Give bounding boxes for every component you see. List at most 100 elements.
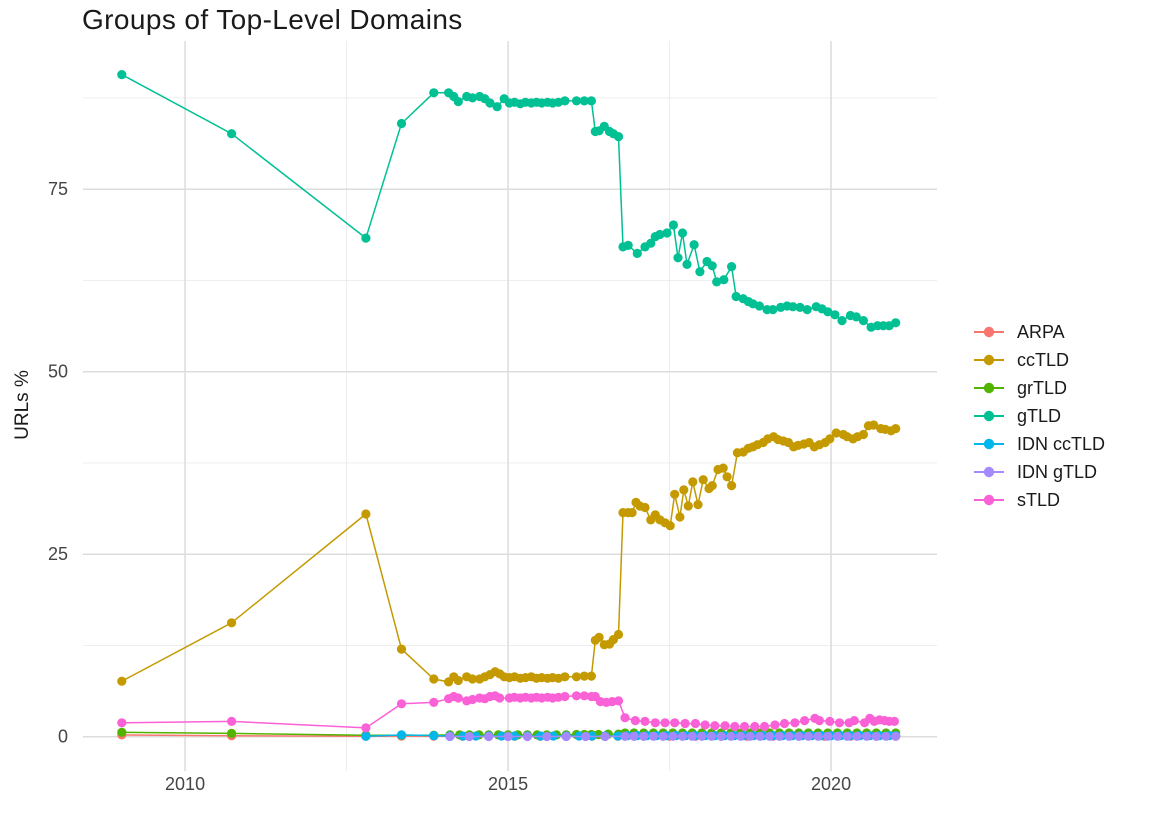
x-tick-label: 2010: [165, 774, 205, 794]
series-IDN-gTLD-point: [813, 731, 823, 741]
series-gTLD-point: [695, 267, 705, 277]
legend-item-ARPA: ARPA: [972, 318, 1105, 346]
series-IDN-gTLD-point: [706, 731, 717, 741]
series-ccTLD-point: [396, 644, 407, 654]
legend-item-gTLD: gTLD: [972, 402, 1105, 430]
series-IDN-gTLD-point: [581, 731, 591, 742]
series-sTLD-point: [620, 713, 630, 723]
series-IDN-gTLD-point: [774, 731, 785, 741]
series-gTLD-point: [117, 70, 127, 80]
series-gTLD-point: [823, 307, 833, 317]
legend-key-icon-IDN-ccTLD: [974, 438, 1004, 450]
series-sTLD-point: [770, 720, 780, 730]
series-ccTLD-point: [825, 434, 835, 444]
series-sTLD-point: [814, 716, 825, 726]
series-ccTLD-point: [594, 632, 604, 643]
series-sTLD-point: [759, 721, 770, 732]
series-gTLD-point: [586, 96, 597, 106]
series-gTLD-point: [361, 233, 371, 243]
series-gTLD-point: [467, 93, 478, 103]
series-gTLD-point: [795, 302, 805, 312]
series-gTLD-point: [851, 312, 861, 322]
y-axis-title: URLs %: [12, 370, 33, 440]
series-IDN-gTLD-point: [522, 731, 533, 742]
series-ccTLD-point: [560, 672, 570, 682]
series-gTLD-point: [453, 97, 463, 107]
legend-item-label-ccTLD: ccTLD: [1017, 349, 1070, 370]
series-sTLD-point: [700, 720, 710, 730]
series-sTLD-point: [560, 691, 570, 702]
series-sTLD-point: [571, 691, 582, 701]
legend-item-grTLD: grTLD: [972, 374, 1105, 402]
series-IDN-ccTLD-point: [361, 731, 371, 741]
y-tick-label: 0: [58, 727, 68, 747]
series-sTLD-point: [889, 716, 900, 727]
legend-key-icon-ARPA: [974, 326, 1004, 338]
series-ccTLD-point: [831, 428, 841, 438]
series-gTLD-point: [719, 275, 729, 285]
series-sTLD-point: [495, 693, 505, 703]
series-sTLD-point: [467, 694, 478, 705]
series-gTLD-point: [668, 220, 679, 230]
series-ccTLD-point: [869, 420, 879, 430]
series-IDN-gTLD-point: [784, 731, 794, 741]
series-sTLD-point: [361, 723, 371, 733]
series-ccTLD-point: [698, 475, 708, 485]
series-sTLD-point: [800, 716, 810, 726]
series-ccTLD-point: [683, 501, 693, 511]
y-tick-label: 50: [48, 362, 68, 382]
series-IDN-gTLD-point: [620, 731, 630, 741]
series-gTLD-point: [689, 240, 699, 250]
series-ccTLD-point: [722, 472, 732, 482]
series-gTLD-point: [837, 316, 847, 326]
legend-item-label-IDN-gTLD: IDN gTLD: [1017, 461, 1098, 482]
series-gTLD-point: [646, 238, 656, 248]
series-IDN-gTLD-point: [891, 731, 901, 741]
legend: ARPA ccTLD grTLD gTLD IDN ccTLD IDN gTLD sTLD: [972, 318, 1105, 514]
legend-item-ccTLD: ccTLD: [972, 346, 1105, 374]
series-IDN-gTLD-point: [542, 731, 552, 742]
series-ccTLD-point: [665, 521, 675, 531]
series-ccTLD-point: [227, 618, 237, 628]
series-gTLD-point: [754, 301, 765, 311]
series-gTLD-point: [802, 305, 812, 315]
series-ccTLD-point: [891, 424, 901, 434]
series-sTLD-point: [730, 721, 740, 732]
series-grTLD-point: [227, 728, 237, 739]
series-IDN-gTLD-point: [832, 731, 843, 741]
series-IDN-gTLD-point: [823, 731, 833, 741]
series-sTLD-point: [670, 718, 680, 728]
series-gTLD-point: [560, 96, 570, 106]
series-IDN-gTLD-point: [561, 731, 571, 742]
legend-item-label-grTLD: grTLD: [1017, 377, 1068, 398]
x-tick-label: 2020: [811, 774, 851, 794]
series-sTLD-point: [779, 718, 790, 729]
series-gTLD-point: [485, 98, 495, 108]
series-ccTLD-point: [571, 672, 582, 682]
legend-item-sTLD: sTLD: [972, 486, 1105, 514]
series-IDN-gTLD-point: [445, 731, 455, 742]
series-ccTLD-point: [707, 481, 717, 491]
series-gTLD-point: [682, 259, 692, 269]
series-ccTLD-point: [429, 674, 439, 684]
series-gTLD-point: [768, 305, 778, 315]
series-ccTLD-point: [453, 675, 463, 686]
series-sTLD-point: [640, 716, 650, 727]
series-sTLD-point: [750, 721, 760, 732]
series-IDN-gTLD-point: [803, 731, 814, 741]
series-sTLD-point: [834, 718, 845, 728]
series-grTLD-point: [117, 727, 127, 737]
legend-item-label-IDN-ccTLD: IDN ccTLD: [1017, 433, 1106, 454]
series-gTLD-point: [571, 96, 582, 106]
series-IDN-gTLD-point: [687, 731, 697, 741]
series-sTLD-point: [227, 716, 237, 727]
series-IDN-gTLD-point: [697, 731, 707, 741]
gridlines-minor: [83, 41, 937, 771]
series-sTLD-point: [630, 716, 640, 726]
series-ccTLD-point: [640, 502, 650, 513]
legend-key-icon-ccTLD: [974, 354, 1004, 366]
series-IDN-ccTLD-point: [429, 731, 439, 741]
series-ccTLD-point: [858, 429, 869, 440]
series-sTLD-point: [720, 721, 730, 731]
